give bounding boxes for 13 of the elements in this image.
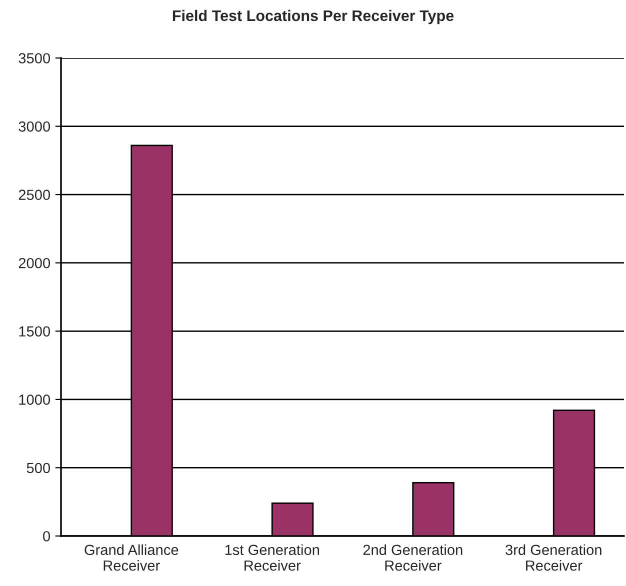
x-tick-label: 2nd Generation Receiver (363, 544, 462, 571)
chart-title: Field Test Locations Per Receiver Type (172, 10, 454, 24)
y-tick-label: 500 (26, 462, 50, 474)
y-tick-label: 1000 (19, 394, 50, 405)
y-tick-label: 2500 (18, 190, 50, 200)
x-tick-label: 3rd Generation Receiver (506, 544, 602, 571)
x-tick-label: 1st Generation Receiver (225, 544, 320, 571)
y-tick-label: 1500 (19, 326, 50, 337)
y-tick-label: 2000 (18, 258, 50, 268)
y-tick-label: 0 (43, 531, 50, 542)
x-tick-label: Grand Alliance Receiver (84, 544, 178, 571)
y-tick-label: 3500 (18, 53, 50, 64)
y-tick-label: 3000 (18, 121, 50, 132)
